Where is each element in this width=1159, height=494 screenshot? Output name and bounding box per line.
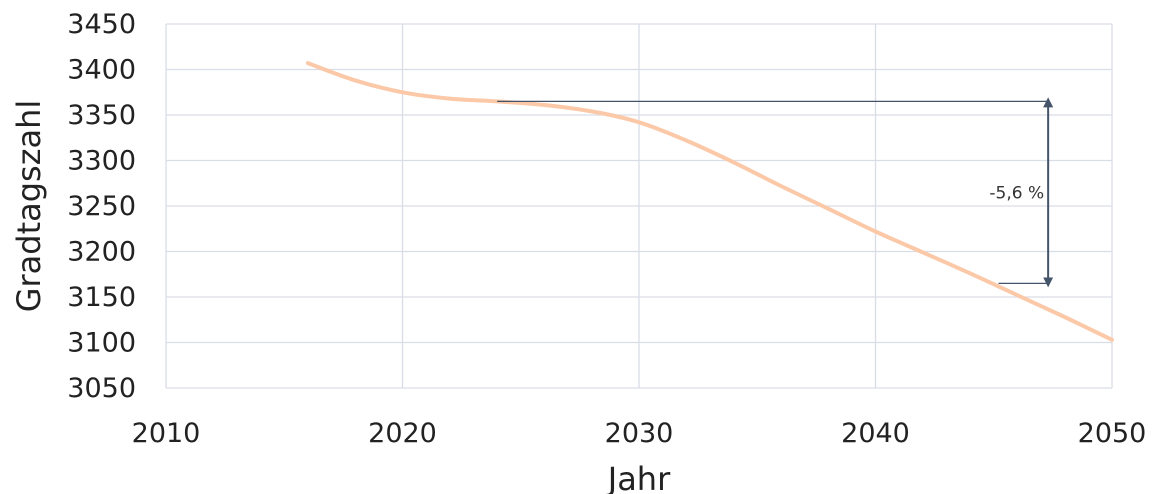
y-tick-labels: 3050 3100 3150 3200 3250 3300 3350 3400 3450 <box>67 9 136 404</box>
y-tick-label-3050: 3050 <box>67 373 136 404</box>
x-tick-label-2040: 2040 <box>841 418 910 449</box>
x-axis-label: Jahr <box>606 460 671 494</box>
x-tick-labels: 2010 2020 2030 2040 2050 <box>132 418 1147 449</box>
series-group <box>305 61 1114 342</box>
y-tick-label-3150: 3150 <box>67 282 136 313</box>
y-tick-label-3350: 3350 <box>67 100 136 131</box>
y-tick-label-3400: 3400 <box>67 55 136 86</box>
annotation-group: -5,6 % <box>497 97 1054 288</box>
series-line-0 <box>305 61 1114 342</box>
x-tick-label-2050: 2050 <box>1078 418 1147 449</box>
y-tick-label-3300: 3300 <box>67 146 136 177</box>
y-tick-label-3100: 3100 <box>67 328 136 359</box>
gridlines <box>165 23 1113 389</box>
y-tick-label-3450: 3450 <box>67 9 136 40</box>
y-tick-label-3250: 3250 <box>67 191 136 222</box>
y-tick-label-3200: 3200 <box>67 237 136 268</box>
annotation-label: -5,6 % <box>989 183 1044 203</box>
x-tick-label-2020: 2020 <box>368 418 437 449</box>
y-axis-label: Gradtagszahl <box>10 100 48 313</box>
x-tick-label-2030: 2030 <box>605 418 674 449</box>
x-tick-label-2010: 2010 <box>132 418 201 449</box>
